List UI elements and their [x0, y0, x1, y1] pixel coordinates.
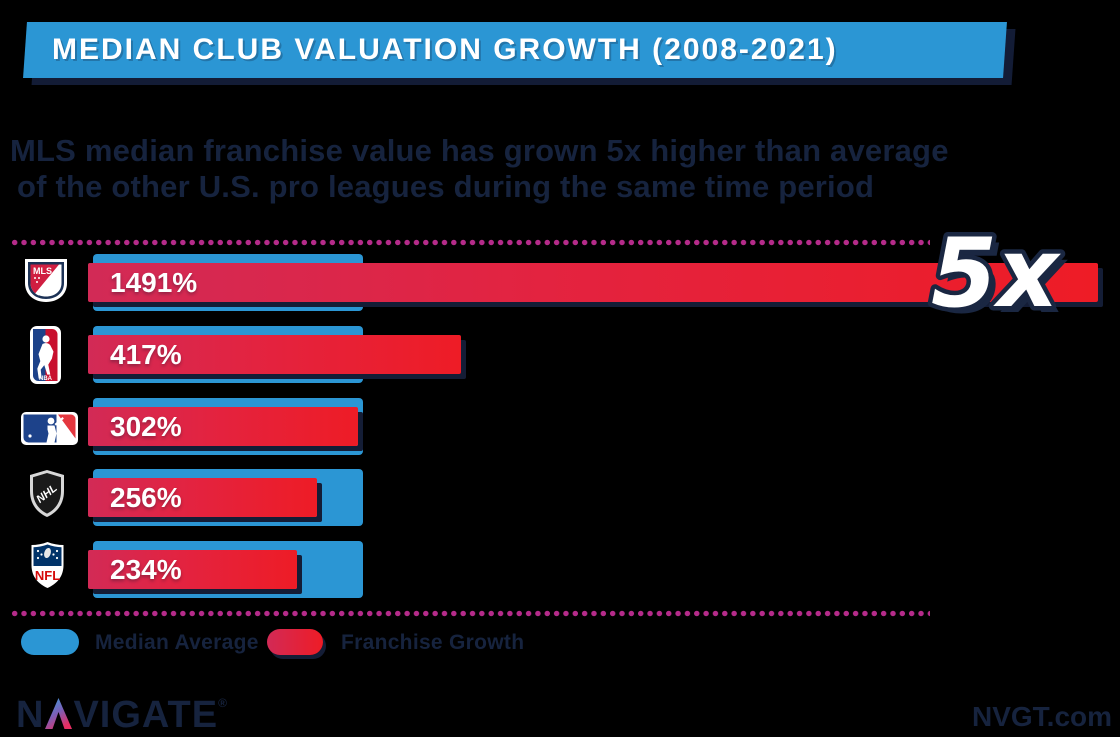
mls-logo-icon: MLS: [22, 258, 70, 309]
subtitle-line-1: MLS median franchise value has grown 5x …: [10, 133, 949, 168]
website-link[interactable]: NVGT.com: [972, 701, 1113, 732]
chart-row-nfl: NFL 234%: [0, 541, 1120, 599]
navigate-logo-n: N: [16, 694, 45, 736]
bar-value-label: 1491%: [110, 266, 198, 298]
dotted-separator-bottom: [10, 610, 930, 617]
bar-value-label: 256%: [110, 481, 182, 513]
multiplier-annotation: 5x 5x: [922, 215, 1120, 336]
franchise-growth-bar-mls: 1491%: [88, 263, 1098, 302]
nhl-logo-icon: NHL: [28, 469, 66, 523]
bar-value-label: 417%: [110, 338, 182, 370]
legend-label-median-average: Median Average: [95, 631, 259, 654]
chart-row-nhl: NHL 256%: [0, 469, 1120, 527]
franchise-growth-bar-nba: 417%: [88, 335, 462, 374]
svg-text:MLS: MLS: [33, 266, 52, 276]
nba-logo-icon: NBA: [30, 326, 61, 389]
dotted-separator-top: [10, 239, 930, 246]
chart-subtitle: MLS median franchise value has grown 5x …: [10, 133, 949, 205]
multiplier-shadow-text: 5x: [938, 225, 1068, 332]
franchise-growth-bar-mlb: 302%: [88, 407, 359, 446]
legend-swatch-median-average: [21, 629, 79, 655]
navigate-trademark: ®: [218, 696, 228, 710]
bar-value-label: 234%: [110, 553, 182, 585]
navigate-logo: N VIGATE ®: [16, 694, 228, 737]
multiplier-text: 5x: [931, 220, 1061, 329]
legend-label-franchise-growth: Franchise Growth: [341, 631, 525, 654]
chart-row-nba: NBA 417%: [0, 326, 1120, 384]
subtitle-line-2: of the other U.S. pro leagues during the…: [17, 169, 875, 204]
svg-text:NFL: NFL: [35, 568, 60, 583]
legend-swatch-franchise-growth: [267, 629, 323, 655]
bar-value-label: 302%: [110, 410, 182, 442]
navigate-logo-a-icon: [45, 698, 73, 729]
navigate-logo-rest: VIGATE: [73, 694, 219, 736]
mlb-logo-icon: [21, 412, 78, 450]
svg-text:NBA: NBA: [39, 376, 53, 382]
franchise-growth-bar-nfl: 234%: [88, 550, 298, 589]
page-title: MEDIAN CLUB VALUATION GROWTH (2008-2021): [52, 33, 838, 66]
nfl-logo-icon: NFL: [29, 542, 66, 594]
franchise-growth-bar-nhl: 256%: [88, 478, 318, 517]
chart-row-mlb: 302%: [0, 398, 1120, 456]
chart-row-mls: MLS 1491%: [0, 254, 1120, 312]
